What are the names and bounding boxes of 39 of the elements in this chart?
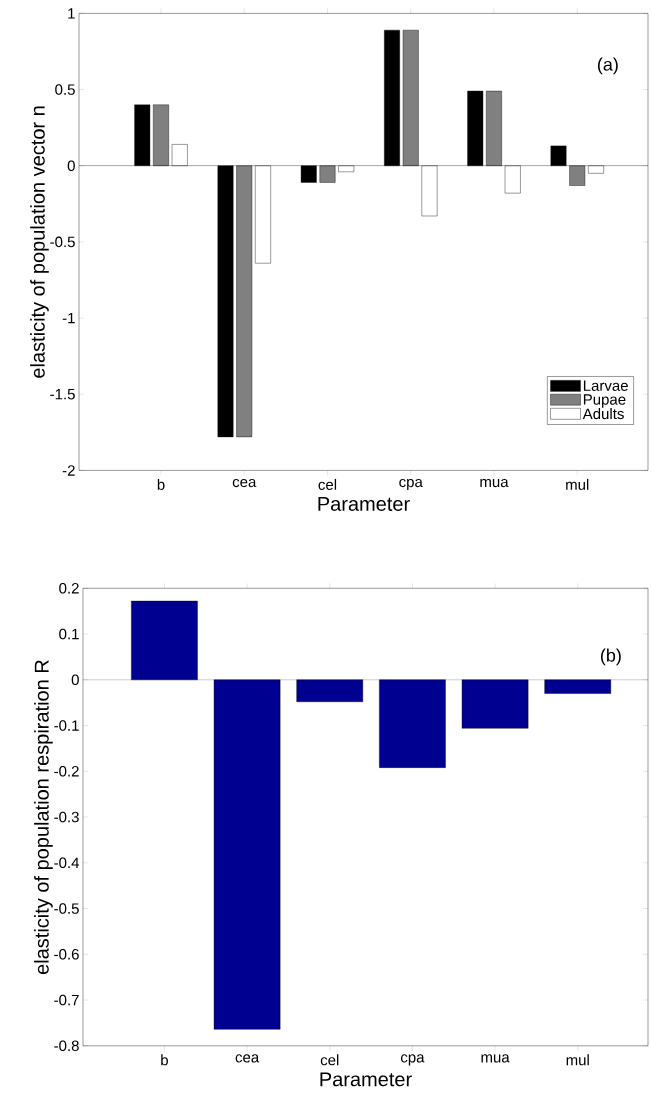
- y-tick-label: -0.1: [54, 720, 79, 731]
- legend-label: Larvae: [583, 380, 628, 391]
- legend-label: Adults: [582, 408, 624, 420]
- y-tick-label: -1: [62, 312, 75, 324]
- annotation: (a): [597, 57, 618, 75]
- y-tick-label: -0.6: [54, 948, 79, 960]
- y-tick-label: 1: [68, 8, 75, 19]
- y-tick-label: -0.3: [54, 811, 79, 823]
- y-tick-label: 0: [67, 160, 75, 172]
- x-tick-label: mua: [480, 478, 509, 488]
- y-tick-label: -0.4: [54, 857, 80, 869]
- x-tick-label: mua: [481, 1054, 510, 1063]
- y-axis-title: elasticity of population vector n: [30, 106, 49, 378]
- x-axis-title: Parameter: [320, 1072, 412, 1087]
- y-tick-label: -0.2: [54, 765, 79, 777]
- y-tick-label: 0: [71, 674, 79, 686]
- x-tick-label: cpa: [399, 478, 423, 491]
- x-tick-label: cel: [320, 1054, 339, 1066]
- x-tick-label: cea: [232, 478, 257, 488]
- y-tick-label: 0.1: [59, 628, 79, 640]
- x-tick-label: b: [161, 1054, 168, 1066]
- y-tick-label: -2: [62, 465, 75, 476]
- y-tick-label: -0.5: [50, 236, 75, 248]
- y-tick-label: -0.8: [54, 1040, 79, 1052]
- y-tick-label: 0.5: [55, 84, 75, 95]
- x-tick-label: b: [157, 478, 165, 490]
- y-tick-label: -0.5: [54, 903, 79, 914]
- y-tick-label: -0.7: [54, 994, 79, 1006]
- legend-label: Pupae: [583, 394, 626, 408]
- x-tick-label: cel: [318, 478, 337, 490]
- x-tick-label: mul: [566, 478, 589, 490]
- x-axis-title: Parameter: [318, 496, 410, 511]
- y-axis-title: elasticity of population respiration R: [34, 660, 53, 975]
- y-tick-label: 0.2: [59, 582, 79, 594]
- x-tick-label: mul: [566, 1054, 589, 1066]
- x-tick-label: cea: [235, 1054, 260, 1063]
- x-tick-label: cpa: [400, 1054, 425, 1066]
- y-tick-label: -1.5: [50, 388, 75, 400]
- annotation: (b): [600, 648, 621, 666]
